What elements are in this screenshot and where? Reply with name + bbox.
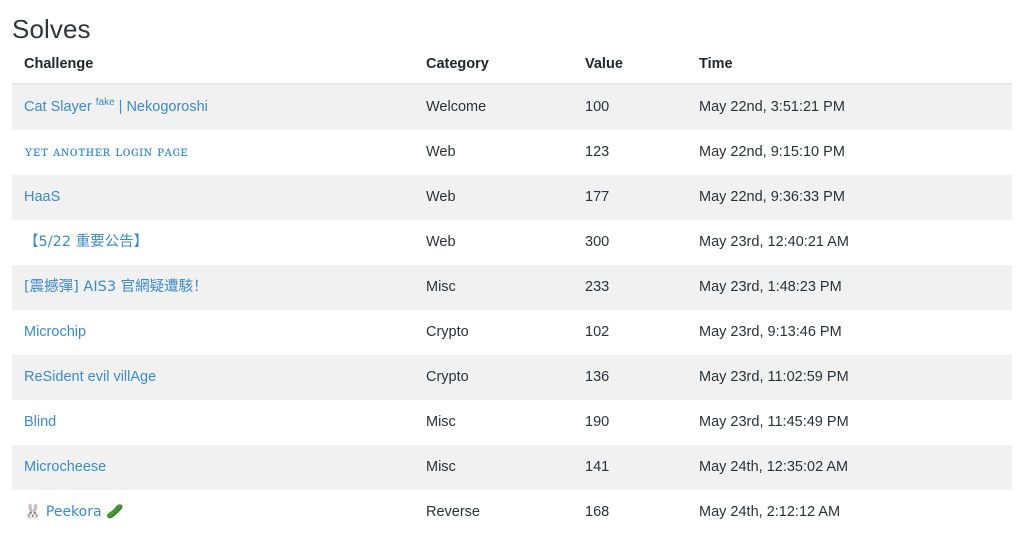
cell-challenge: Microcheese bbox=[12, 445, 414, 490]
cell-category: Misc bbox=[426, 279, 456, 295]
table-row: 【5/22 重要公告】 Web 300 May 23rd, 12:40:21 AM bbox=[12, 220, 1012, 265]
cell-category: Welcome bbox=[426, 99, 487, 115]
challenge-name: Microcheese bbox=[24, 459, 107, 475]
cell-time: May 23rd, 9:13:46 PM bbox=[699, 324, 842, 340]
cell-category: Misc bbox=[426, 414, 456, 430]
challenge-name: ReSident evil villAge bbox=[24, 369, 157, 385]
cell-category: Misc bbox=[426, 459, 456, 475]
column-header-value: Value bbox=[573, 46, 687, 85]
cell-time: May 22nd, 9:36:33 PM bbox=[699, 189, 845, 205]
cell-challenge: Microchip bbox=[12, 310, 414, 355]
cell-time: May 22nd, 9:15:10 PM bbox=[699, 144, 845, 160]
page-title: Solves bbox=[12, 14, 91, 44]
cell-time: May 23rd, 1:48:23 PM bbox=[699, 279, 842, 295]
table-row: Cat Slayer fake | Nekogoroshi Welcome 100 M… bbox=[12, 84, 1012, 130]
challenge-name-tail: | Nekogoroshi bbox=[114, 99, 208, 115]
challenge-name-main: Cat Slayer bbox=[24, 99, 96, 115]
challenge-link[interactable]: [震撼彈] AIS3 官網疑遭駭！ bbox=[24, 279, 208, 295]
cell-value: 123 bbox=[585, 144, 610, 160]
challenge-name: 🐰 Peekora 🥒 bbox=[24, 504, 124, 520]
table-row: Microcheese Misc 141 May 24th, 12:35:02 AM bbox=[12, 445, 1012, 490]
column-header-time: Time bbox=[687, 46, 1012, 85]
cell-category: Crypto bbox=[426, 369, 469, 385]
cell-challenge: 【5/22 重要公告】 bbox=[12, 220, 414, 265]
challenge-link[interactable]: HaaS bbox=[24, 189, 60, 205]
challenge-name: ʏᴇᴛ ᴀɴᴏᴛʜᴇʀ ʟᴏɢɪɴ ᴘᴀɢᴇ bbox=[24, 144, 189, 160]
table-row: ʏᴇᴛ ᴀɴᴏᴛʜᴇʀ ʟᴏɢɪɴ ᴘᴀɢᴇ Web 123 May 22nd, 9:… bbox=[12, 130, 1012, 175]
cell-challenge: Blind bbox=[12, 400, 414, 445]
challenge-link[interactable]: Microchip bbox=[24, 324, 86, 340]
challenge-name: 【5/22 重要公告】 bbox=[24, 234, 149, 250]
column-header-challenge: Challenge bbox=[12, 46, 414, 85]
challenge-link[interactable]: ʏᴇᴛ ᴀɴᴏᴛʜᴇʀ ʟᴏɢɪɴ ᴘᴀɢᴇ bbox=[24, 144, 188, 160]
cell-value: 233 bbox=[585, 279, 610, 295]
cell-value: 102 bbox=[585, 324, 610, 340]
cell-challenge: ʏᴇᴛ ᴀɴᴏᴛʜᴇʀ ʟᴏɢɪɴ ᴘᴀɢᴇ bbox=[12, 130, 414, 175]
challenge-name: Blind bbox=[24, 414, 57, 430]
cell-value: 100 bbox=[585, 99, 610, 115]
cell-value: 177 bbox=[585, 189, 610, 205]
cell-category: Web bbox=[426, 144, 456, 160]
challenge-link[interactable]: ReSident evil villAge bbox=[24, 369, 156, 385]
cell-time: May 22nd, 3:51:21 PM bbox=[699, 99, 845, 115]
table-row: [震撼彈] AIS3 官網疑遭駭！ Misc 233 May 23rd, 1:48:2… bbox=[12, 265, 1012, 310]
solves-table-wrapper: Challenge Category Value Time Cat Slayer… bbox=[0, 46, 1024, 535]
challenge-link[interactable]: Blind bbox=[24, 414, 56, 430]
cell-time: May 23rd, 12:40:21 AM bbox=[699, 234, 849, 250]
cell-value: 190 bbox=[585, 414, 610, 430]
cell-time: May 23rd, 11:02:59 PM bbox=[699, 369, 849, 385]
challenge-name-superscript: fake bbox=[95, 97, 115, 109]
cell-category: Crypto bbox=[426, 324, 469, 340]
challenge-link[interactable]: 【5/22 重要公告】 bbox=[24, 234, 148, 250]
cell-challenge: HaaS bbox=[12, 175, 414, 220]
cell-value: 141 bbox=[585, 459, 610, 475]
cell-category: Web bbox=[426, 234, 456, 250]
table-row: Blind Misc 190 May 23rd, 11:45:49 PM bbox=[12, 400, 1012, 445]
challenge-name: HaaS bbox=[24, 189, 61, 205]
table-row: HaaS Web 177 May 22nd, 9:36:33 PM bbox=[12, 175, 1012, 220]
cell-value: 168 bbox=[585, 504, 610, 520]
challenge-name: [震撼彈] AIS3 官網疑遭駭！ bbox=[24, 279, 208, 295]
cell-time: May 24th, 12:35:02 AM bbox=[699, 459, 849, 475]
cell-challenge: Cat Slayer fake | Nekogoroshi bbox=[12, 84, 414, 130]
cell-time: May 23rd, 11:45:49 PM bbox=[699, 414, 849, 430]
cell-time: May 24th, 2:12:12 AM bbox=[699, 504, 841, 520]
table-body: Cat Slayer fake | Nekogoroshi Welcome 100 M… bbox=[12, 84, 1012, 535]
column-header-category: Category bbox=[414, 46, 573, 85]
cell-challenge: 🐰 Peekora 🥒 bbox=[12, 490, 414, 535]
table-row: Microchip Crypto 102 May 23rd, 9:13:46 PM bbox=[12, 310, 1012, 355]
table-header: Challenge Category Value Time bbox=[12, 46, 1012, 85]
cell-challenge: [震撼彈] AIS3 官網疑遭駭！ bbox=[12, 265, 414, 310]
challenge-name: Microchip bbox=[24, 324, 87, 340]
table-row: ReSident evil villAge Crypto 136 May 23rd, … bbox=[12, 355, 1012, 400]
cell-value: 300 bbox=[585, 234, 610, 250]
challenge-link[interactable]: Microcheese bbox=[24, 459, 106, 475]
cell-challenge: ReSident evil villAge bbox=[12, 355, 414, 400]
cell-category: Web bbox=[426, 189, 456, 205]
solves-table: Challenge Category Value Time Cat Slayer… bbox=[12, 46, 1012, 535]
cell-value: 136 bbox=[585, 369, 610, 385]
challenge-link[interactable]: 🐰 Peekora 🥒 bbox=[24, 504, 123, 520]
table-row: 🐰 Peekora 🥒 Reverse 168 May 24th, 2:12:12 A… bbox=[12, 490, 1012, 535]
cell-category: Reverse bbox=[426, 504, 480, 520]
challenge-link[interactable]: Cat Slayer fake | Nekogoroshi bbox=[24, 97, 208, 115]
table-header-row: Challenge Category Value Time bbox=[12, 46, 1012, 85]
